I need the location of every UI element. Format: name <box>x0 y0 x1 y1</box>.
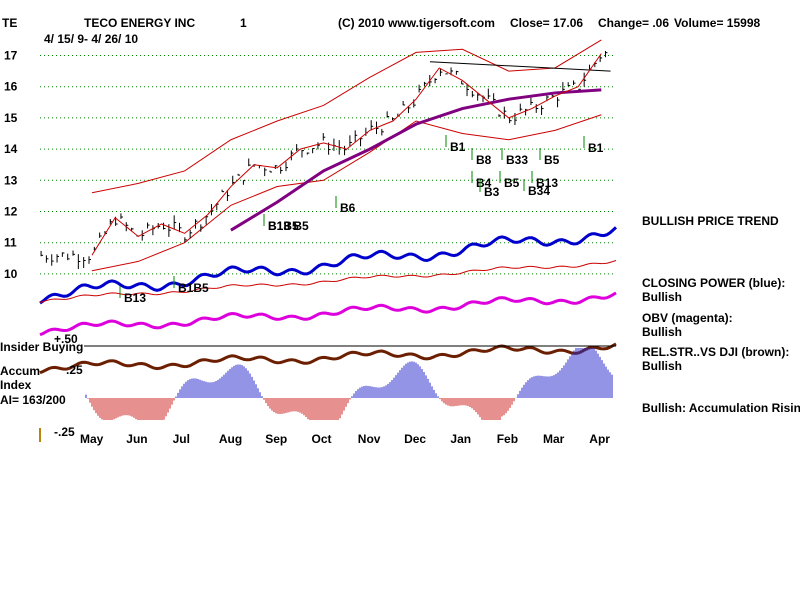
y-tick-label: 13 <box>4 173 18 187</box>
month-label: Sep <box>265 432 287 446</box>
y-tick-label: 11 <box>4 236 17 250</box>
y-tick-label: 14 <box>4 142 18 156</box>
moving-average <box>91 53 602 256</box>
month-label: Jul <box>173 432 190 446</box>
accum-label: Accum <box>0 364 40 378</box>
signal-label: B13 <box>124 291 146 305</box>
volume-text: Volume= 15998 <box>674 16 760 30</box>
date-range-text: 4/ 15/ 9- 4/ 26/ 10 <box>44 32 138 46</box>
ai-label: AI= 163/200 <box>0 393 66 407</box>
bollinger-bands <box>91 39 611 272</box>
month-label: Feb <box>497 432 518 446</box>
signal-label: B8 <box>476 153 492 167</box>
indicator-lines <box>39 226 618 375</box>
accum-level-mid: .25 <box>66 363 83 377</box>
accum-summary: Bullish: Accumulation Rising <box>642 401 800 415</box>
accum-level-high: +.50 <box>54 332 78 346</box>
signal-label: B13 <box>536 176 558 190</box>
y-tick-label: 17 <box>4 49 18 63</box>
accumulation-histogram <box>85 348 613 420</box>
close-text: Close= 17.06 <box>510 16 583 30</box>
signal-label: B1B5 <box>178 281 209 295</box>
change-text: Change= .06 <box>598 16 669 30</box>
obv-line <box>39 291 617 337</box>
month-label: Nov <box>358 432 381 446</box>
month-label: Jun <box>126 432 147 446</box>
moving-average-line <box>230 88 602 232</box>
signal-label: B5 <box>504 176 520 190</box>
month-label: Aug <box>219 432 242 446</box>
signal-label: B5 <box>544 153 560 167</box>
gridlines <box>40 55 616 275</box>
y-tick-label: 15 <box>4 111 18 125</box>
signal-label: B1 <box>588 141 604 155</box>
closing-power-value: Bullish <box>642 290 682 304</box>
source-text: (C) 2010 www.tigersoft.com <box>338 16 495 30</box>
short-ma-line <box>91 53 602 256</box>
signal-label: B6 <box>340 201 356 215</box>
symbol-text: TE <box>2 16 17 30</box>
company-text: TECO ENERGY INC <box>84 16 195 30</box>
month-label: Apr <box>589 432 610 446</box>
lower-band-line <box>91 114 602 272</box>
accum-level-low: -.25 <box>54 425 75 439</box>
closing-power-ma-line <box>39 260 617 303</box>
month-label: Jan <box>450 432 471 446</box>
trend-label: BULLISH PRICE TREND <box>642 214 779 228</box>
y-tick-label: 16 <box>4 80 18 94</box>
month-label: May <box>80 432 104 446</box>
month-axis: May Jun Jul Aug Sep Oct Nov Dec Jan Feb Mar Apr <box>80 432 610 446</box>
signal-label: B1B5 <box>268 219 299 233</box>
relstr-title: REL.STR..VS DJI (brown): <box>642 345 789 359</box>
signal-label: B34 <box>528 184 550 198</box>
signal-label: B3 <box>484 185 500 199</box>
insider-buying-label: Insider Buying <box>0 340 83 354</box>
month-label: Dec <box>404 432 426 446</box>
closing-power-title: CLOSING POWER (blue): <box>642 276 785 290</box>
relstr-value: Bullish <box>642 359 682 373</box>
resistance-line <box>429 61 611 72</box>
panel-number: 1 <box>240 16 247 30</box>
signal-label: B33 <box>506 153 528 167</box>
relstr-line <box>39 342 617 375</box>
signal-label: B1 <box>450 140 466 154</box>
month-label: Oct <box>312 432 332 446</box>
upper-band-line <box>91 39 602 194</box>
y-tick-label: 10 <box>4 267 18 281</box>
obv-value: Bullish <box>642 325 682 339</box>
index-label: Index <box>0 378 32 392</box>
signal-label: B13 B5 <box>268 219 309 233</box>
month-label: Mar <box>543 432 565 446</box>
obv-title: OBV (magenta): <box>642 311 733 325</box>
closing-power-line <box>39 226 618 305</box>
y-tick-label: 12 <box>4 205 18 219</box>
y-axis-ticks: 17 16 15 14 13 12 11 10 <box>4 49 18 281</box>
